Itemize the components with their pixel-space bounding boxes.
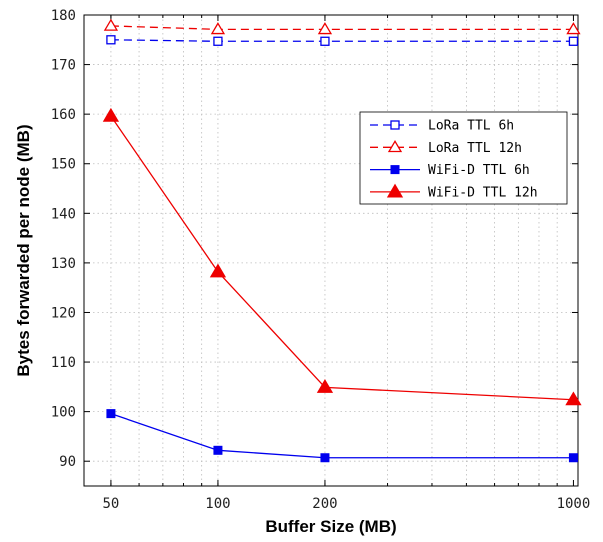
data-point [568,36,579,46]
y-tick-label: 100 [51,405,76,421]
data-point [320,36,330,46]
y-tick-label: 130 [51,256,76,272]
series-1 [106,35,579,46]
y-axis-title: Bytes forwarded per node (MB) [14,124,33,376]
series-4 [102,107,582,406]
y-tick-label: 140 [51,206,76,222]
x-axis-title: Buffer Size (MB) [265,517,396,536]
legend-swatch-marker [390,165,400,175]
series-line [110,25,574,31]
legend-label: WiFi-D TTL 12h [428,185,538,200]
legend-swatch-marker [390,120,400,130]
legend-label: LoRa TTL 12h [428,141,522,156]
data-point [213,445,223,455]
data-point [565,391,582,406]
legend-label: WiFi-D TTL 6h [428,163,530,178]
data-point [209,263,227,278]
data-point [106,409,116,419]
data-point [316,379,334,393]
y-tick-label: 170 [51,58,76,74]
data-point [213,36,223,46]
legend-swatch-marker [387,140,403,153]
series-line [110,115,574,401]
y-tick-label: 180 [51,8,76,24]
y-tick-label: 120 [51,305,76,321]
series-2 [103,18,581,35]
y-tick-label: 150 [51,157,76,173]
axis-ticks: 50 100 200 1000 90 100 110 120 130 140 150 160 170 18… [51,8,591,512]
data-point [210,22,226,35]
x-tick-label: 1000 [557,496,591,512]
plot-area-frame [83,14,579,487]
grid [84,14,578,486]
y-tick-label: 90 [59,454,76,470]
x-tick-label: 100 [205,496,230,512]
data-point [102,107,120,122]
data-point [320,453,330,463]
series-3 [106,409,578,463]
legend-label: LoRa TTL 6h [428,119,514,134]
legend: LoRa TTL 6h LoRa TTL 12h WiFi-D TTL 6h WiFi… [359,111,568,205]
x-tick-label: 50 [102,496,119,512]
x-tick-label: 200 [312,496,337,512]
series-line [110,412,574,459]
series-line [110,39,574,42]
y-tick-label: 160 [51,107,76,123]
data-point [566,22,581,35]
series-layer [102,18,582,463]
data-point [317,22,333,35]
legend-swatch-marker [386,183,404,198]
data-point [103,18,119,31]
data-point [568,453,578,463]
data-point [106,35,116,45]
y-tick-label: 110 [51,355,76,371]
